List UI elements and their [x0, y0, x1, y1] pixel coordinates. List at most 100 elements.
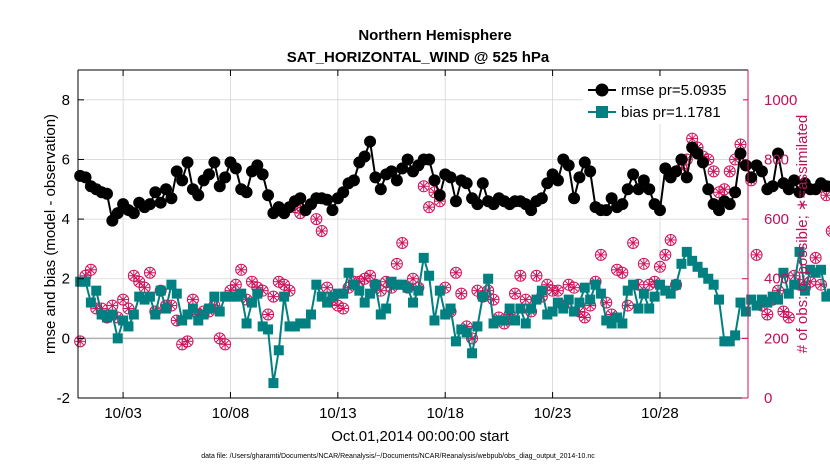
- obs-assimilated-point: [268, 291, 279, 302]
- bias-point: [418, 252, 429, 263]
- bias-point: [547, 306, 558, 317]
- rmse-point: [584, 165, 597, 178]
- obs-possible-point: [637, 257, 650, 270]
- rmse-point: [396, 162, 409, 175]
- obs-possible-point: [390, 257, 403, 270]
- bias-point: [182, 309, 193, 320]
- rmse-point: [347, 174, 360, 187]
- rmse-point: [143, 198, 156, 211]
- bias-point: [171, 288, 182, 299]
- bias-point: [311, 279, 322, 290]
- bias-point: [692, 261, 703, 272]
- bias-point: [118, 315, 129, 326]
- rmse-point: [364, 135, 377, 148]
- rmse-point: [578, 156, 591, 169]
- bias-point: [139, 294, 150, 305]
- bias-point: [461, 327, 472, 338]
- obs-assimilated-point: [510, 288, 521, 299]
- bias-point: [767, 291, 778, 302]
- obs-assimilated-point: [177, 339, 188, 350]
- bias-point: [638, 288, 649, 299]
- obs-possible-point: [455, 287, 468, 300]
- bias-point: [85, 297, 96, 308]
- obs-possible-point: [154, 284, 167, 297]
- obs-possible-point: [594, 248, 607, 261]
- y-tick-label: -2: [57, 390, 70, 407]
- obs-assimilated-point: [456, 288, 467, 299]
- rmse-point: [262, 189, 275, 202]
- bias-point: [268, 378, 279, 389]
- rmse-point: [176, 174, 189, 187]
- obs-assimilated-point: [520, 294, 531, 305]
- bias-point: [257, 321, 268, 332]
- bias-point: [161, 303, 172, 314]
- bias-point: [542, 309, 553, 320]
- bias-point: [708, 279, 719, 290]
- obs-assimilated-point: [617, 267, 628, 278]
- bias-point: [305, 309, 316, 320]
- bias-point: [467, 348, 478, 359]
- bias-point: [413, 285, 424, 296]
- y2-tick-label: 400: [764, 271, 789, 288]
- y-tick-label: 8: [62, 92, 70, 109]
- obs-assimilated-point: [687, 133, 698, 144]
- obs-assimilated-point: [644, 279, 655, 290]
- y-tick-label: 2: [62, 271, 70, 288]
- obs-possible-point: [723, 165, 736, 178]
- rmse-point: [525, 204, 538, 217]
- bias-point: [617, 318, 628, 329]
- obs-possible-point: [487, 293, 500, 306]
- obs-possible-point: [466, 332, 479, 345]
- rmse-point: [428, 174, 441, 187]
- rmse-point: [401, 153, 414, 166]
- bias-series: [75, 246, 830, 389]
- rmse-point: [170, 165, 183, 178]
- obs-assimilated-point: [628, 237, 639, 248]
- data-file-footnote: data file: /Users/gharamti/Documents/NCA…: [201, 453, 595, 460]
- x-tick-label: 10/03: [104, 405, 142, 422]
- bias-point: [252, 288, 263, 299]
- obs-assimilated-point: [665, 234, 676, 245]
- obs-possible-point: [761, 308, 774, 321]
- bias-point: [671, 279, 682, 290]
- bias-point: [112, 333, 123, 344]
- rmse-point: [321, 193, 334, 206]
- obs-possible-point: [621, 299, 634, 312]
- obs-possible-point: [417, 180, 430, 193]
- obs-assimilated-point: [118, 294, 129, 305]
- bias-point: [440, 309, 451, 320]
- bias-point: [703, 273, 714, 284]
- obs-assimilated-point: [719, 184, 730, 195]
- rmse-point: [729, 186, 742, 199]
- bias-point: [408, 297, 418, 308]
- bias-point: [676, 258, 687, 269]
- bias-point: [144, 291, 155, 302]
- obs-possible-point: [782, 311, 795, 324]
- obs-assimilated-point: [311, 214, 322, 225]
- bias-point: [719, 336, 730, 347]
- bias-point: [107, 309, 118, 320]
- rmse-point: [433, 189, 446, 202]
- rmse-point: [251, 159, 264, 172]
- rmse-point: [637, 174, 650, 187]
- obs-assimilated-point: [708, 166, 719, 177]
- bias-point: [504, 303, 515, 314]
- obs-assimilated-point: [263, 309, 274, 320]
- x-tick-label: 10/28: [641, 405, 679, 422]
- chart-title-line1: Northern Hemisphere: [358, 27, 511, 44]
- obs-assimilated-point: [563, 279, 574, 290]
- obs-assimilated-point: [128, 270, 139, 281]
- legend-box: [583, 76, 743, 124]
- bias-point: [665, 288, 676, 299]
- rmse-point: [111, 207, 124, 220]
- rmse-point: [192, 189, 205, 202]
- bias-point: [773, 294, 784, 305]
- bias-point: [569, 306, 580, 317]
- obs-assimilated-point: [182, 336, 193, 347]
- rmse-point: [702, 183, 715, 196]
- bias-point: [241, 318, 252, 329]
- rmse-point: [219, 171, 232, 184]
- rmse-point: [782, 183, 795, 196]
- obs-assimilated-point: [424, 202, 435, 213]
- bias-point: [450, 336, 461, 347]
